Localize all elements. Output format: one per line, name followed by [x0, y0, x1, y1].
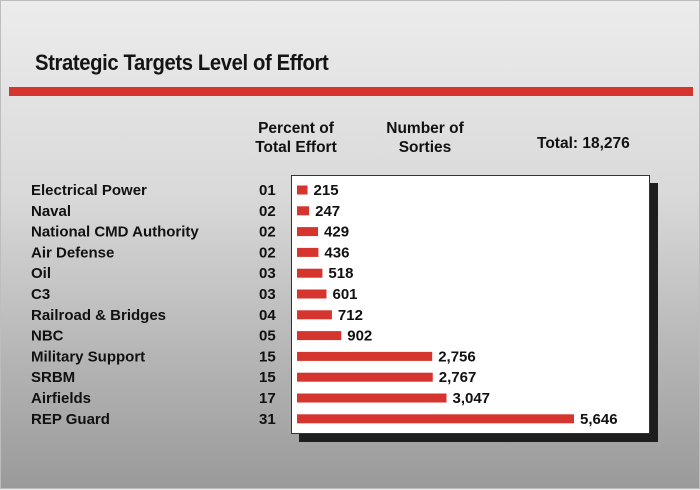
value-label: 601: [332, 286, 357, 303]
category-label: Electrical Power: [31, 182, 147, 199]
percent-column-header: Percent of Total Effort: [247, 119, 345, 157]
bar: [297, 247, 319, 257]
percent-label: 04: [259, 307, 276, 324]
value-label: 436: [324, 244, 349, 261]
bar: [297, 289, 327, 299]
value-label: 2,767: [439, 369, 477, 386]
category-label: Railroad & Bridges: [31, 307, 166, 324]
bar: [297, 185, 308, 195]
plot-area: [291, 175, 650, 434]
bar: [297, 393, 447, 403]
bar: [297, 310, 332, 320]
bar: [297, 351, 433, 361]
bar: [297, 414, 574, 424]
category-label: Oil: [31, 265, 51, 282]
bar: [297, 206, 310, 216]
percent-label: 15: [259, 369, 276, 386]
value-label: 518: [328, 265, 353, 282]
category-label: Naval: [31, 203, 71, 220]
percent-label: 15: [259, 348, 276, 365]
sorties-header-line-2: Sorties: [398, 139, 452, 156]
value-label: 3,047: [452, 390, 490, 407]
percent-label: 03: [259, 286, 276, 303]
category-label: Military Support: [31, 348, 145, 365]
percent-label: 05: [259, 328, 276, 345]
value-label: 902: [347, 328, 372, 345]
value-label: 215: [314, 182, 339, 199]
value-label: 247: [315, 203, 340, 220]
percent-label: 17: [259, 390, 276, 407]
percent-header-line-1: Percent of: [258, 120, 334, 137]
category-label: National CMD Authority: [31, 224, 199, 241]
percent-label: 02: [259, 203, 276, 220]
bar: [297, 372, 433, 382]
category-label: SRBM: [31, 369, 75, 386]
category-label: REP Guard: [31, 411, 110, 428]
bar: [297, 227, 319, 237]
percent-label: 03: [259, 265, 276, 282]
percent-label: 31: [259, 411, 276, 428]
sorties-column-header: Number of Sorties: [373, 119, 477, 157]
title-rule: [9, 87, 693, 96]
bar: [297, 331, 342, 341]
value-label: 429: [324, 224, 349, 241]
percent-label: 02: [259, 244, 276, 261]
percent-label: 02: [259, 224, 276, 241]
category-label: NBC: [31, 328, 64, 345]
sorties-header-line-1: Number of: [386, 120, 464, 137]
category-label: C3: [31, 286, 50, 303]
category-label: Air Defense: [31, 244, 114, 261]
percent-label: 01: [259, 182, 276, 199]
category-label: Airfields: [31, 390, 91, 407]
value-label: 712: [338, 307, 363, 324]
total-sorties-label: Total: 18,276: [537, 135, 630, 152]
percent-header-line-2: Total Effort: [255, 139, 337, 156]
bar: [297, 268, 323, 278]
value-label: 5,646: [580, 411, 618, 428]
chart-title: Strategic Targets Level of Effort: [35, 50, 329, 75]
value-label: 2,756: [438, 348, 476, 365]
